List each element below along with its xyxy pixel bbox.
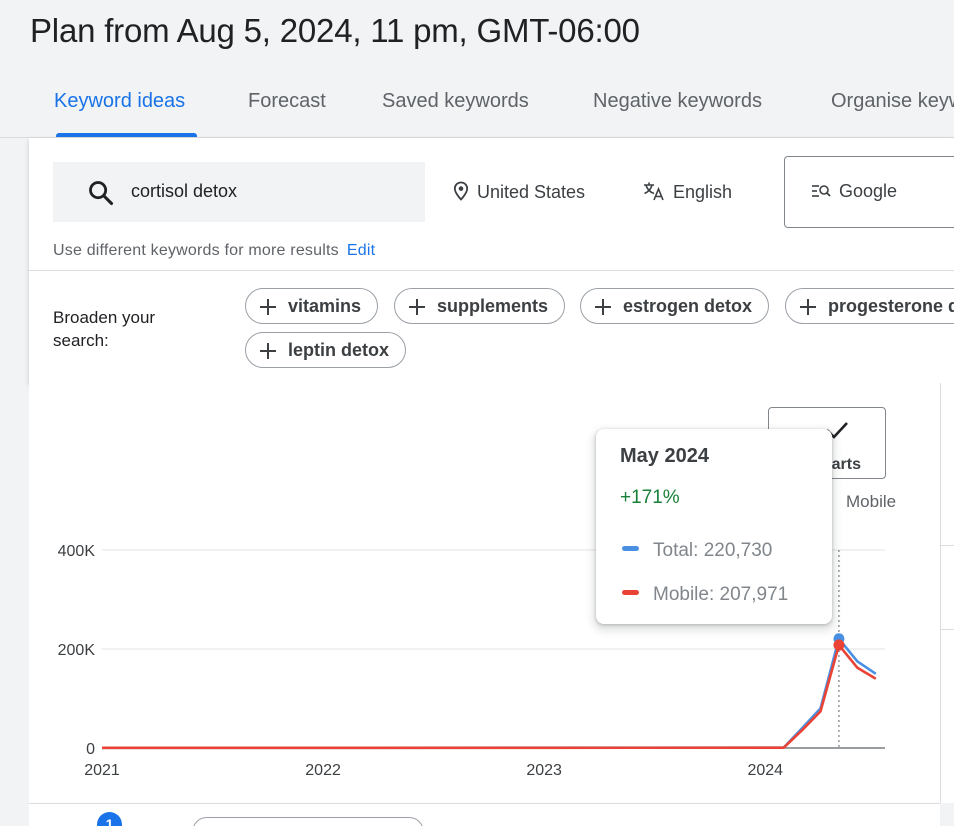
tooltip-title: May 2024	[620, 445, 709, 467]
language-label: English	[673, 182, 733, 202]
hint-text: Use different keywords for more results	[53, 242, 339, 259]
search-network-icon	[812, 185, 831, 197]
broaden-chip-supplements[interactable]: supplements	[394, 288, 566, 324]
location-label: United States	[477, 182, 586, 202]
tab-negative-keywords[interactable]: Negative keywords	[593, 90, 762, 112]
side-panel-edge	[940, 383, 954, 803]
search-value: cortisol detox	[131, 181, 238, 201]
tooltip-mobile: Mobile: 207,971	[653, 584, 789, 605]
language-filter[interactable]: English	[643, 181, 732, 203]
legend-mobile-label: Mobile	[846, 492, 897, 511]
tooltip-total: Total: 220,730	[653, 540, 773, 561]
location-pin-icon	[453, 181, 469, 201]
legend-mobile[interactable]: Mobile	[824, 492, 896, 512]
plus-icon	[260, 299, 276, 315]
selection-count-badge: 1	[97, 812, 122, 826]
panel-divider	[29, 270, 954, 271]
search-input[interactable]: cortisol detox	[53, 162, 425, 222]
series-line-mobile	[102, 643, 877, 750]
broaden-search-label: Broaden your search:	[53, 308, 156, 350]
table-filter-pill[interactable]	[192, 817, 424, 826]
page-title: Plan from Aug 5, 2024, 11 pm, GMT-06:00	[30, 12, 640, 49]
network-label: Google	[839, 181, 898, 201]
plus-icon	[409, 299, 425, 315]
broaden-chip-leptin-detox[interactable]: leptin detox	[245, 332, 407, 368]
broaden-chip-estrogen-detox[interactable]: estrogen detox	[580, 288, 770, 324]
broaden-chip-progesterone-detox[interactable]: progesterone detox	[785, 288, 954, 324]
x-tick-label: 2022	[305, 762, 341, 779]
plus-icon	[260, 343, 276, 359]
x-tick-label: 2021	[84, 762, 120, 779]
keyword-hint: Use different keywords for more results E…	[53, 242, 375, 260]
total-swatch	[622, 546, 639, 551]
active-tab-indicator	[56, 133, 197, 137]
plus-icon	[595, 299, 611, 315]
y-tick-label: 400K	[58, 543, 96, 560]
search-icon	[89, 181, 114, 206]
y-tick-label: 0	[86, 741, 95, 758]
tooltip-total-row: Total: 220,730	[622, 540, 772, 562]
tab-organise-keywords[interactable]: Organise keywords	[831, 90, 954, 112]
series-line-total	[102, 637, 877, 750]
tab-keyword-ideas[interactable]: Keyword ideas	[54, 90, 186, 112]
tab-bar: Keyword ideas Forecast Saved keywords Ne…	[0, 80, 954, 138]
tab-forecast[interactable]: Forecast	[248, 90, 326, 112]
edit-link[interactable]: Edit	[346, 242, 376, 259]
mobile-swatch	[622, 590, 639, 595]
x-tick-label: 2023	[526, 762, 562, 779]
highlight-point-mobile[interactable]	[833, 639, 845, 651]
location-filter[interactable]: United States	[453, 181, 585, 203]
x-tick-label: 2024	[747, 762, 783, 779]
tooltip-change: +171%	[620, 487, 680, 508]
chart-tooltip: May 2024 +171% Total: 220,730 Mobile: 20…	[596, 429, 832, 624]
translate-icon	[644, 182, 664, 201]
broaden-chip-vitamins[interactable]: vitamins	[245, 288, 379, 324]
plus-icon	[800, 299, 816, 315]
keyword-search-panel: cortisol detox United States English	[29, 138, 954, 383]
network-filter[interactable]: Google	[784, 156, 954, 228]
tooltip-mobile-row: Mobile: 207,971	[622, 584, 788, 606]
y-tick-label: 200K	[58, 642, 96, 659]
tab-saved-keywords[interactable]: Saved keywords	[382, 90, 529, 112]
